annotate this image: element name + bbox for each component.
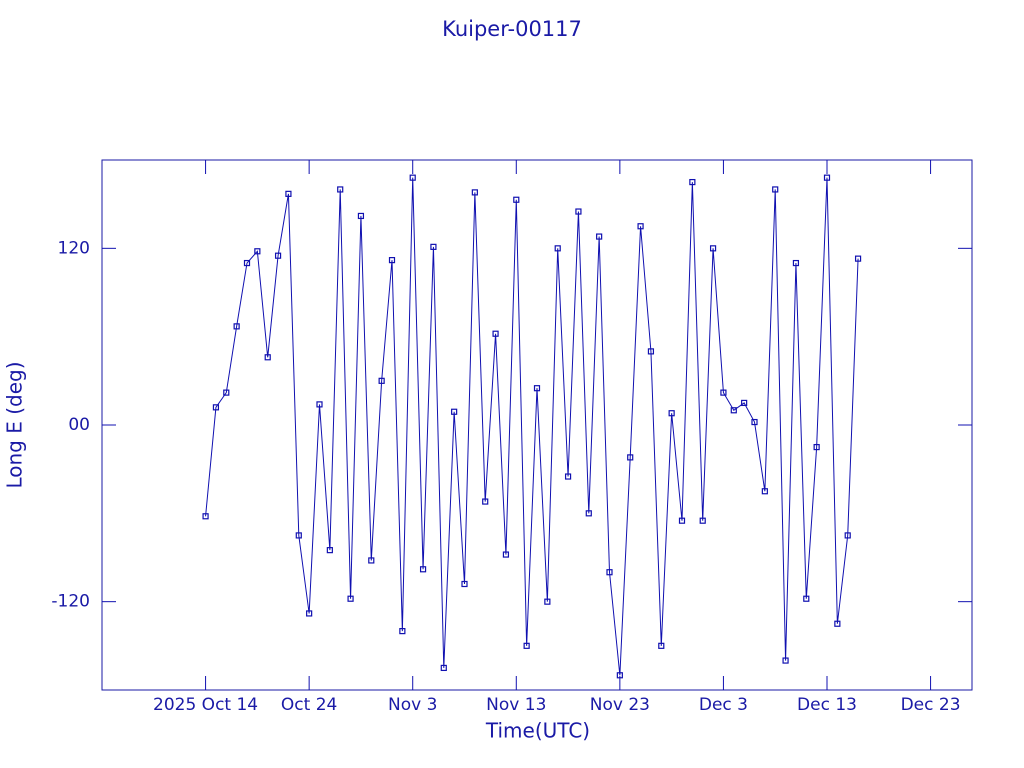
data-point [689, 178, 696, 186]
x-axis-label: Time(UTC) [485, 719, 590, 743]
data-point [502, 551, 510, 558]
data-point [564, 473, 572, 480]
data-point [430, 243, 437, 250]
data-point [637, 223, 644, 230]
data-point [243, 259, 251, 267]
data-point [544, 598, 551, 605]
y-axis-label: Long E (deg) [3, 361, 27, 488]
data-point [813, 443, 820, 451]
data-point [202, 513, 209, 520]
data-point [254, 248, 261, 255]
data-point [212, 404, 220, 411]
x-tick-label: 2025 Oct 14 [153, 695, 258, 715]
data-point [409, 174, 416, 181]
data-point [741, 399, 748, 407]
data-point [471, 189, 478, 196]
data-point [606, 569, 613, 576]
y-tick-label: -120 [51, 592, 90, 612]
y-tick-label: 120 [58, 238, 90, 258]
data-point [730, 407, 737, 414]
data-point [316, 401, 323, 408]
x-tick-label: Nov 13 [486, 695, 546, 715]
data-point [844, 532, 851, 539]
data-point [678, 517, 686, 524]
data-point [233, 323, 240, 330]
y-tick-label: 00 [68, 415, 90, 435]
x-tick-label: Nov 23 [590, 695, 650, 715]
data-line [205, 177, 859, 676]
data-point [368, 557, 375, 564]
data-point [482, 498, 489, 505]
data-point [326, 547, 333, 554]
data-point [554, 245, 561, 252]
x-tick-label: Oct 24 [281, 695, 337, 715]
data-point [699, 517, 706, 524]
data-point [585, 510, 592, 517]
data-point [575, 208, 582, 215]
data-point [596, 233, 603, 240]
data-point [388, 257, 396, 264]
data-point [834, 620, 841, 627]
data-point [357, 212, 365, 220]
data-point [399, 628, 406, 635]
data-point [720, 389, 727, 396]
data-point [709, 245, 717, 252]
x-tick-label: Dec 3 [699, 695, 748, 715]
data-point [295, 532, 302, 539]
data-point [854, 255, 862, 262]
data-point [627, 454, 634, 461]
data-point [513, 196, 520, 203]
data-point [823, 174, 831, 181]
data-point [492, 330, 499, 337]
x-tick-label: Dec 23 [901, 695, 961, 715]
data-point [440, 664, 447, 672]
data-point [223, 389, 230, 396]
data-point [792, 259, 800, 267]
data-point [285, 190, 292, 197]
data-point [668, 410, 675, 417]
data-point [378, 377, 385, 384]
plot-frame [101, 159, 973, 691]
data-point [616, 672, 623, 679]
data-point [306, 610, 313, 617]
x-tick-label: Dec 13 [797, 695, 857, 715]
data-point [347, 595, 354, 602]
data-point [419, 566, 427, 573]
data-point [274, 252, 282, 259]
data-point [761, 488, 768, 495]
data-point [337, 186, 344, 193]
chart-title: Kuiper-00117 [442, 17, 582, 41]
data-point [658, 642, 665, 649]
data-point [772, 186, 779, 193]
data-point [647, 348, 655, 355]
x-tick-label: Nov 3 [388, 695, 437, 715]
data-point [461, 580, 468, 588]
data-point [523, 642, 530, 649]
data-point [751, 418, 758, 426]
data-point [264, 354, 271, 361]
data-point [782, 657, 789, 664]
data-point [803, 595, 810, 602]
plot-area [202, 174, 862, 679]
data-point [533, 385, 541, 392]
data-point [451, 408, 458, 415]
